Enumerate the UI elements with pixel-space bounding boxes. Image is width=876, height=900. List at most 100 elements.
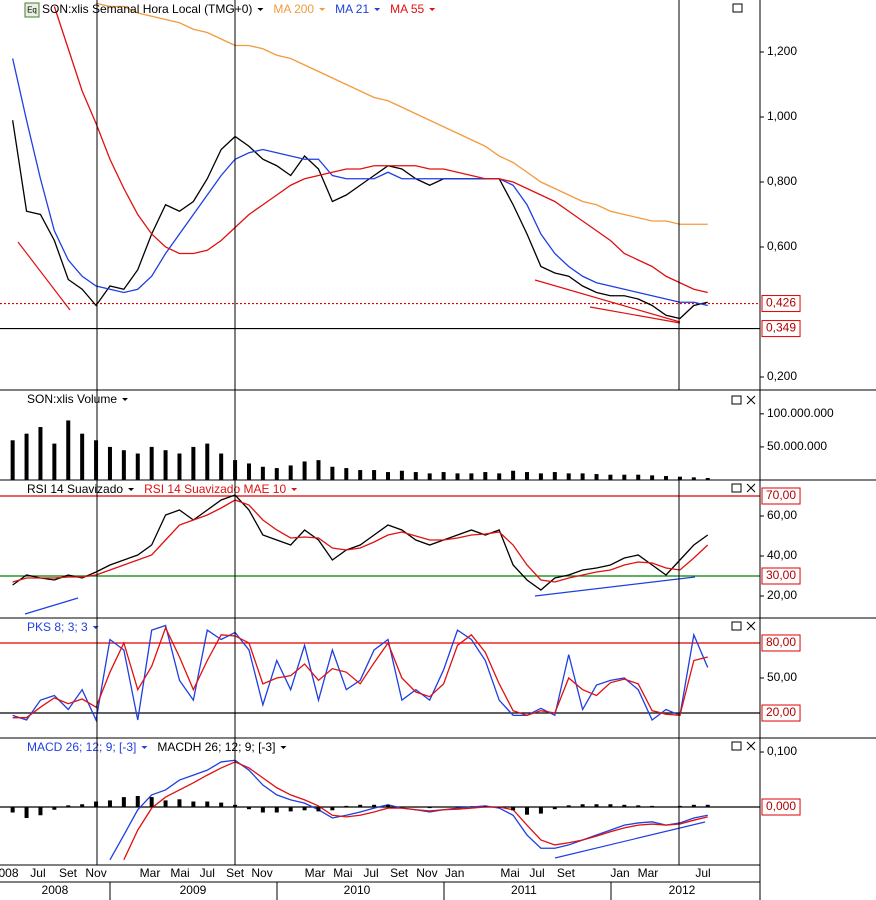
y-tick-label: 40,00 [767, 548, 797, 562]
bar [260, 466, 265, 480]
bar [149, 446, 154, 480]
legend-dropdown [122, 398, 129, 401]
bar [413, 472, 418, 480]
bar [260, 806, 265, 813]
level-label: 0,349 [766, 321, 796, 335]
bar [80, 804, 85, 807]
y-tick-label: 0,200 [767, 369, 797, 383]
y-tick-label: 50,00 [767, 670, 797, 684]
bar [385, 472, 390, 480]
close-button[interactable] [746, 741, 756, 751]
bar [483, 806, 488, 807]
y-tick-label: 0,600 [767, 239, 797, 253]
month-label: Nov [416, 866, 437, 880]
level-label: 70,00 [766, 488, 796, 502]
bar [135, 796, 140, 807]
bar [344, 805, 349, 807]
pane-icons[interactable] [731, 3, 756, 751]
series-line [12, 494, 709, 591]
bar [372, 804, 377, 807]
bar [580, 473, 585, 480]
close-button[interactable] [746, 483, 756, 493]
level-label-box [761, 704, 801, 722]
bar [163, 800, 168, 807]
bar [636, 474, 641, 480]
level-label: 30,00 [766, 568, 796, 582]
bar [413, 806, 418, 808]
maximize-button[interactable] [731, 621, 742, 631]
bar [149, 797, 154, 807]
y-tick-label: 50.000.000 [767, 439, 827, 453]
bar [483, 472, 488, 480]
legend-dropdown [374, 8, 381, 11]
bar [622, 474, 627, 480]
bar [566, 805, 571, 807]
series-line [95, 2, 708, 225]
bar [622, 804, 627, 807]
bar [552, 806, 557, 810]
bar [650, 805, 655, 807]
bar [677, 805, 682, 807]
bar [511, 806, 516, 811]
bar [10, 440, 15, 480]
y-tick-label: 100.000.000 [767, 406, 834, 420]
close-button[interactable] [746, 621, 756, 631]
trend-lines [17, 241, 706, 859]
month-label: Mar [305, 866, 326, 880]
legend-entry: MA 21 [335, 2, 369, 16]
trend-line [534, 279, 681, 323]
legend-entry: MA 200 [273, 2, 314, 16]
year-label: 2012 [669, 883, 696, 897]
bar [66, 805, 71, 807]
year-label: 2011 [511, 883, 537, 897]
bar [455, 473, 460, 480]
y-tick-label: 60,00 [767, 508, 797, 522]
bar [135, 453, 140, 480]
bar [94, 801, 99, 807]
bar [358, 470, 363, 480]
plot-layer: 008 Jul Set Nov Mar Mai Jul Set Nov Mar Mai Jul Set N… [0, 2, 834, 897]
maximize-button[interactable] [732, 3, 743, 13]
bar [469, 473, 474, 480]
bar [219, 802, 224, 807]
close-button[interactable] [746, 395, 756, 405]
legend-dropdown [291, 488, 298, 491]
legend-dropdown [257, 8, 264, 11]
month-label: Set [226, 866, 245, 880]
cursor-lines [96, 0, 680, 865]
level-label-box [761, 487, 801, 505]
legend-dropdown [429, 8, 436, 11]
bar [24, 806, 29, 818]
y-tick-label: 1,200 [767, 44, 797, 58]
bar [525, 472, 530, 480]
bar [455, 806, 460, 807]
bar [636, 805, 641, 807]
bar [177, 799, 182, 807]
month-label: Jul [529, 866, 544, 880]
level-label-box [761, 295, 801, 313]
bar [24, 433, 29, 480]
legend-entry: SON:xlis Volume [27, 392, 117, 406]
month-label: Jan [445, 866, 464, 880]
bar [163, 450, 168, 480]
month-label: Mar [638, 866, 659, 880]
y-tick-label: 0,100 [767, 744, 797, 758]
maximize-button[interactable] [731, 483, 742, 493]
series-line [12, 120, 708, 320]
bar [427, 473, 432, 480]
maximize-button[interactable] [731, 741, 742, 751]
trend-line [534, 576, 696, 597]
maximize-button[interactable] [731, 395, 742, 405]
eq-icon-label: Eq [27, 6, 37, 15]
legend-dropdown [141, 746, 148, 749]
series-line [12, 499, 709, 583]
level-label-box [761, 634, 801, 652]
year-label: 2008 [42, 883, 69, 897]
eq-icon[interactable] [24, 2, 40, 18]
trend-line [17, 241, 71, 311]
bar [330, 806, 335, 811]
bar [594, 474, 599, 480]
bar [497, 806, 502, 808]
month-label: Set [390, 866, 409, 880]
legend-dropdown [319, 8, 326, 11]
